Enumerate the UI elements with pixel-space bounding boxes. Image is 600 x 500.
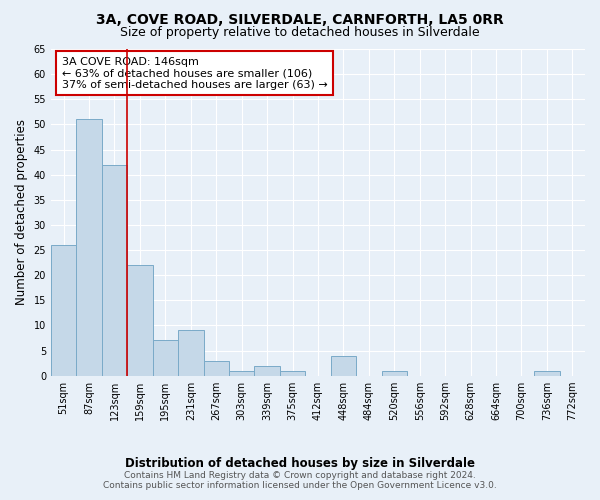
Y-axis label: Number of detached properties: Number of detached properties [15,120,28,306]
Bar [76,120,102,376]
Bar [254,366,280,376]
Bar [152,340,178,376]
Text: 3A COVE ROAD: 146sqm
← 63% of detached houses are smaller (106)
37% of semi-deta: 3A COVE ROAD: 146sqm ← 63% of detached h… [62,56,328,90]
Bar [51,245,76,376]
Text: 3A, COVE ROAD, SILVERDALE, CARNFORTH, LA5 0RR: 3A, COVE ROAD, SILVERDALE, CARNFORTH, LA… [96,12,504,26]
Bar [331,356,356,376]
Text: Distribution of detached houses by size in Silverdale: Distribution of detached houses by size … [125,458,475,470]
Bar [178,330,203,376]
Bar [534,370,560,376]
Bar [127,265,152,376]
Bar [280,370,305,376]
Bar [382,370,407,376]
Text: Contains HM Land Registry data © Crown copyright and database right 2024.
Contai: Contains HM Land Registry data © Crown c… [103,470,497,490]
Bar [102,164,127,376]
Bar [229,370,254,376]
Text: Size of property relative to detached houses in Silverdale: Size of property relative to detached ho… [120,26,480,39]
Bar [203,360,229,376]
